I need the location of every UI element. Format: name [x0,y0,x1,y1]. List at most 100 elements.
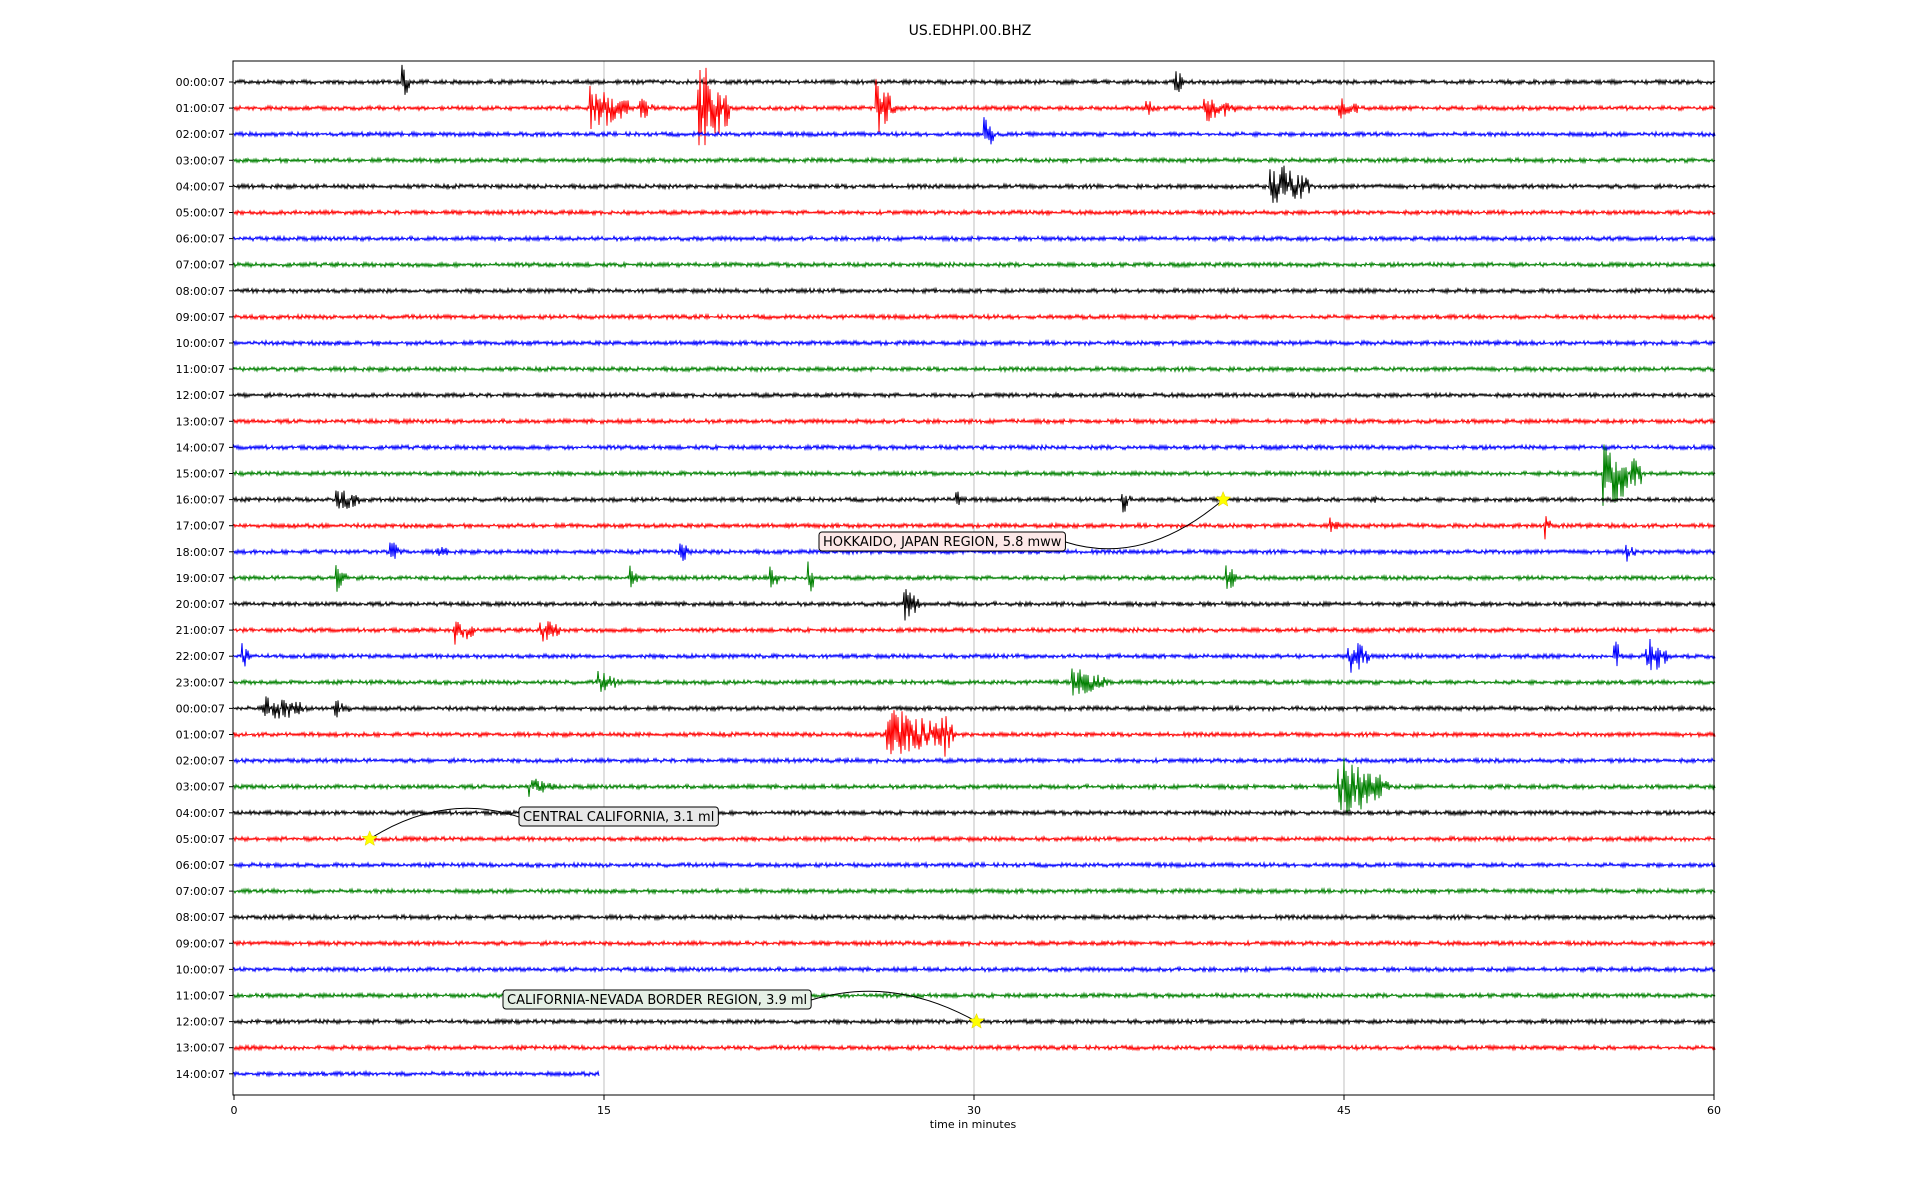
row-time-label: 03:00:07 [176,781,225,794]
event-label: CALIFORNIA-NEVADA BORDER REGION, 3.9 ml [507,993,807,1008]
event-annotation: CENTRAL CALIFORNIA, 3.1 ml [361,806,719,846]
row-time-label: 05:00:07 [176,833,225,846]
row-time-label: 07:00:07 [176,885,225,898]
row-time-label: 22:00:07 [176,650,225,663]
seismic-trace [233,991,1716,1000]
event-annotation: CALIFORNIA-NEVADA BORDER REGION, 3.9 ml [502,989,985,1029]
seismic-trace [233,165,1716,203]
row-time-label: 04:00:07 [176,180,225,193]
row-time-label: 08:00:07 [176,911,225,924]
row-time-label: 13:00:07 [176,1042,225,1055]
seismic-trace [233,64,1716,95]
seismic-trace [233,834,1716,844]
trace-layer [233,64,1716,1078]
x-tick-label: 0 [231,1104,238,1117]
row-time-label: 08:00:07 [176,285,225,298]
row-time-label: 05:00:07 [176,207,225,220]
seismic-trace [233,1069,600,1078]
row-time-label: 11:00:07 [176,990,225,1003]
seismic-trace [233,286,1716,295]
seismic-trace [233,234,1716,243]
row-time-label: 00:00:07 [176,702,225,715]
seismic-trace [233,710,1716,757]
seismic-trace [233,391,1716,400]
seismic-trace [233,260,1716,269]
seismic-trace [233,939,1716,948]
row-time-label: 09:00:07 [176,937,225,950]
row-time-label: 01:00:07 [176,729,225,742]
row-time-label: 07:00:07 [176,259,225,272]
seismic-trace [233,756,1716,765]
seismic-trace [233,638,1716,673]
row-time-label: 15:00:07 [176,468,225,481]
event-annotation: HOKKAIDO, JAPAN REGION, 5.8 mww [818,490,1232,552]
seismic-trace [233,913,1716,922]
seismic-trace [233,668,1716,696]
seismic-trace [233,117,1716,145]
seismic-trace [233,1043,1716,1052]
event-label-box [502,989,812,1010]
row-time-label: 14:00:07 [176,441,225,454]
x-tick-label: 45 [1337,1104,1351,1117]
row-time-label: 20:00:07 [176,598,225,611]
row-time-label: 12:00:07 [176,1016,225,1029]
row-time-label: 10:00:07 [176,337,225,350]
seismic-trace [233,516,1716,540]
seismic-trace [233,860,1716,870]
row-time-label: 18:00:07 [176,546,225,559]
seismic-trace [233,365,1716,374]
event-label-box [818,531,1066,552]
row-time-label: 11:00:07 [176,363,225,376]
row-time-label: 02:00:07 [176,128,225,141]
row-time-label: 14:00:07 [176,1068,225,1081]
annotation-connector [369,807,520,840]
row-time-label: 17:00:07 [176,520,225,533]
seismic-trace [233,67,1716,146]
event-label: HOKKAIDO, JAPAN REGION, 5.8 mww [823,535,1062,550]
event-star-icon [1214,490,1232,507]
x-tick-label: 60 [1707,1104,1721,1117]
row-time-label: 00:00:07 [176,76,225,89]
row-time-label: 13:00:07 [176,415,225,428]
x-axis-ticks: 0 15 30 45 60 [231,1095,1721,1117]
seismic-trace [233,965,1716,974]
annotation-connector [811,990,977,1023]
chart-title: US.EDHPI.00.BHZ [909,23,1032,39]
event-star-icon [968,1012,985,1029]
row-time-label: 06:00:07 [176,233,225,246]
seismic-trace [233,621,1716,645]
row-time-label: 01:00:07 [176,102,225,115]
seismic-trace [233,589,1716,621]
seismic-trace [233,561,1716,592]
seismic-trace [233,312,1716,322]
seismic-trace [233,444,1716,506]
seismic-trace [233,696,1716,719]
event-annotations: HOKKAIDO, JAPAN REGION, 5.8 mww CENTRAL C… [361,490,1232,1029]
row-time-label: 10:00:07 [176,963,225,976]
seismic-trace [233,208,1716,217]
seismic-trace [233,443,1716,452]
event-label: CENTRAL CALIFORNIA, 3.1 ml [523,810,714,825]
seismic-trace [233,156,1716,165]
seismic-trace [233,757,1716,816]
seismic-trace [233,490,1716,513]
annotation-connector [1065,499,1224,550]
row-time-label: 16:00:07 [176,494,225,507]
x-tick-label: 30 [967,1104,981,1117]
row-time-labels: 00:00:07 01:00:07 02:00:07 03:00:07 04:00:07… [176,76,233,1081]
seismic-trace [233,808,1716,817]
seismic-trace [233,417,1716,426]
row-time-label: 03:00:07 [176,154,225,167]
row-time-label: 06:00:07 [176,859,225,872]
row-time-label: 04:00:07 [176,807,225,820]
seismic-trace [233,886,1716,896]
row-time-label: 21:00:07 [176,624,225,637]
event-star-icon [361,830,378,846]
row-time-label: 23:00:07 [176,676,225,689]
row-time-label: 12:00:07 [176,389,225,402]
seismic-trace [233,338,1716,348]
row-time-label: 02:00:07 [176,755,225,768]
x-axis-label: time in minutes [930,1118,1017,1131]
row-time-label: 19:00:07 [176,572,225,585]
